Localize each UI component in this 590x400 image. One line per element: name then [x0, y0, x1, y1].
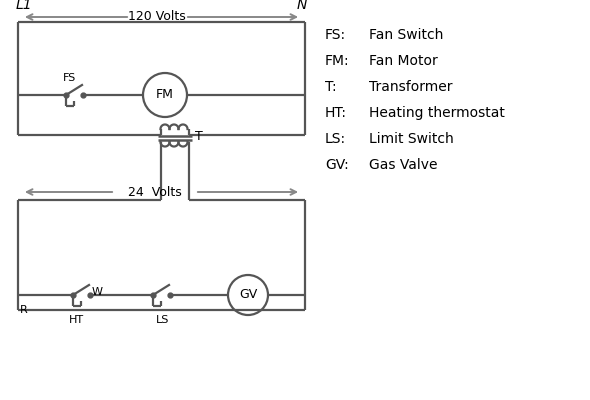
Text: Heating thermostat: Heating thermostat — [369, 106, 505, 120]
Text: T:: T: — [325, 80, 337, 94]
Text: W: W — [92, 287, 103, 297]
Text: FS: FS — [63, 73, 77, 83]
Text: 24  Volts: 24 Volts — [128, 186, 182, 198]
Text: HT: HT — [68, 315, 84, 325]
Text: FM:: FM: — [325, 54, 350, 68]
Text: GV: GV — [239, 288, 257, 302]
Text: R: R — [20, 305, 28, 315]
Text: LS: LS — [156, 315, 170, 325]
Text: GV:: GV: — [325, 158, 349, 172]
Text: Transformer: Transformer — [369, 80, 453, 94]
Circle shape — [143, 73, 187, 117]
Text: L1: L1 — [16, 0, 32, 12]
Text: 120 Volts: 120 Volts — [128, 10, 186, 24]
Text: HT:: HT: — [325, 106, 347, 120]
Text: Fan Motor: Fan Motor — [369, 54, 438, 68]
Text: N: N — [297, 0, 307, 12]
Text: Fan Switch: Fan Switch — [369, 28, 443, 42]
Text: Limit Switch: Limit Switch — [369, 132, 454, 146]
Text: Gas Valve: Gas Valve — [369, 158, 438, 172]
Circle shape — [228, 275, 268, 315]
Text: T: T — [195, 130, 203, 144]
Text: LS:: LS: — [325, 132, 346, 146]
Text: FS:: FS: — [325, 28, 346, 42]
Text: FM: FM — [156, 88, 174, 102]
